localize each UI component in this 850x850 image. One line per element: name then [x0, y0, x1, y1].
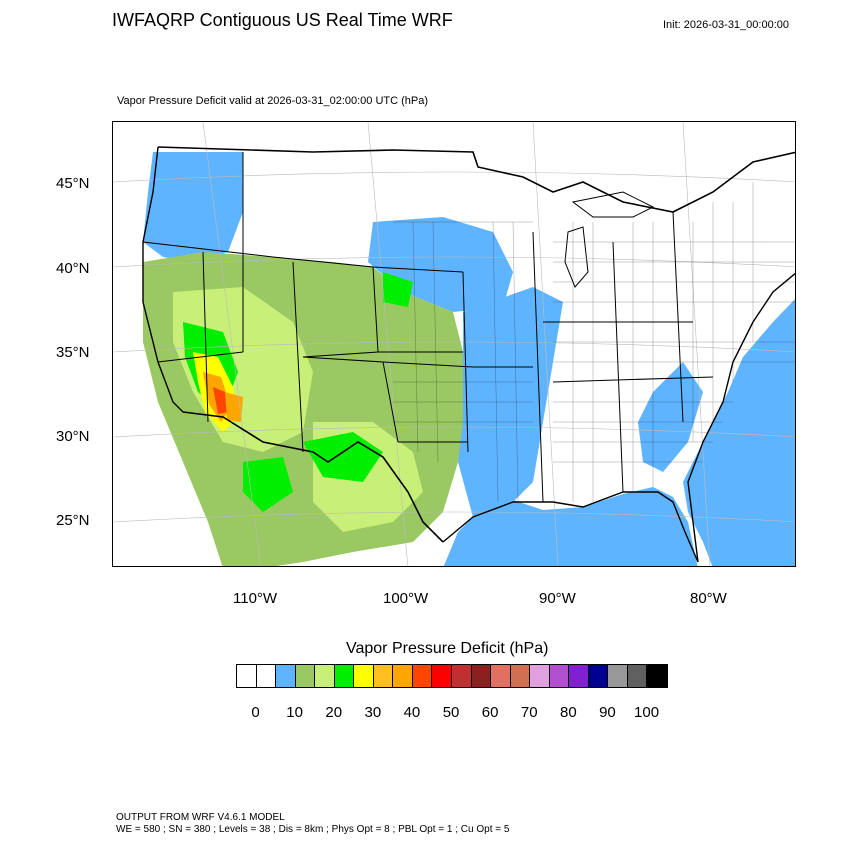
lat-label-40: 40°N	[56, 260, 90, 277]
colorbar-swatch-10	[432, 665, 453, 687]
colorbar-swatch-2	[276, 665, 296, 687]
colorbar-label-20: 20	[325, 704, 343, 721]
colorbar-label-80: 80	[560, 704, 577, 721]
colorbar-swatch-9	[412, 665, 433, 687]
lake-superior	[571, 191, 655, 218]
colorbar-swatch-19	[608, 665, 628, 687]
plot-title: IWFAQRP Contiguous US Real Time WRF	[112, 10, 453, 30]
colorbar-label-60: 60	[481, 704, 499, 721]
colorbar-swatch-3	[295, 665, 316, 687]
colorbar-swatch-7	[373, 665, 394, 687]
colorbar-swatch-21	[647, 665, 668, 687]
footer-model-line: OUTPUT FROM WRF V4.6.1 MODEL	[116, 812, 285, 823]
colorbar-swatch-15	[530, 665, 550, 687]
colorbar	[236, 664, 669, 688]
colorbar-title: Vapor Pressure Deficit (hPa)	[346, 640, 549, 657]
vpd-low-northwest	[143, 152, 243, 262]
colorbar-swatch-12	[471, 665, 492, 687]
gulf-coastline	[442, 491, 699, 563]
lat-label-45: 45°N	[56, 175, 90, 192]
colorbar-swatch-1	[256, 665, 277, 687]
us-canada-border	[157, 146, 795, 213]
lat-label-35: 35°N	[56, 344, 90, 361]
colorbar-label-70: 70	[520, 704, 538, 721]
colorbar-label-0: 0	[251, 704, 260, 721]
colorbar-swatch-17	[569, 665, 589, 687]
vpd-low-southeast	[638, 362, 703, 472]
vpd-green-patch-3	[243, 457, 293, 512]
us-mexico-border	[182, 411, 444, 543]
vpd-green-patch-4	[383, 272, 413, 307]
lat-label-30: 30°N	[56, 428, 90, 445]
vpd-orange-hotspot-2	[225, 392, 243, 422]
vpd-map	[113, 122, 795, 566]
lon-label-80w: 80°W	[690, 590, 727, 607]
lon-label-110w: 110°W	[233, 590, 278, 607]
colorbar-label-40: 40	[403, 704, 421, 721]
vpd-red-hotspot	[213, 387, 228, 414]
colorbar-swatch-13	[491, 665, 511, 687]
lat-label-25: 25°N	[56, 512, 90, 529]
atlantic-ocean	[683, 299, 795, 566]
colorbar-swatch-4	[315, 665, 335, 687]
colorbar-swatch-8	[393, 665, 413, 687]
plot-subtitle: Vapor Pressure Deficit valid at 2026-03-…	[117, 95, 429, 107]
lon-label-90w: 90°W	[539, 590, 576, 607]
footer-config-line: WE = 580 ; SN = 380 ; Levels = 38 ; Dis …	[116, 824, 510, 835]
colorbar-label-50: 50	[442, 704, 460, 721]
colorbar-label-100: 100	[634, 704, 660, 721]
pacific-offshore	[113, 362, 198, 566]
colorbar-swatch-20	[627, 665, 648, 687]
colorbar-swatch-6	[354, 665, 374, 687]
colorbar-swatch-11	[452, 665, 472, 687]
colorbar-label-90: 90	[599, 704, 616, 721]
map-panel	[112, 121, 796, 567]
init-time-label: Init: 2026-03-31_00:00:00	[663, 19, 789, 31]
lon-label-100w: 100°W	[383, 590, 429, 607]
colorbar-swatch-16	[549, 665, 570, 687]
colorbar-swatch-18	[588, 665, 609, 687]
colorbar-swatch-0	[237, 665, 257, 687]
colorbar-label-30: 30	[364, 704, 382, 721]
colorbar-label-10: 10	[286, 704, 303, 721]
county-borders	[393, 182, 795, 503]
west-coastline	[142, 146, 184, 413]
colorbar-swatch-5	[334, 665, 355, 687]
colorbar-swatch-14	[510, 665, 531, 687]
